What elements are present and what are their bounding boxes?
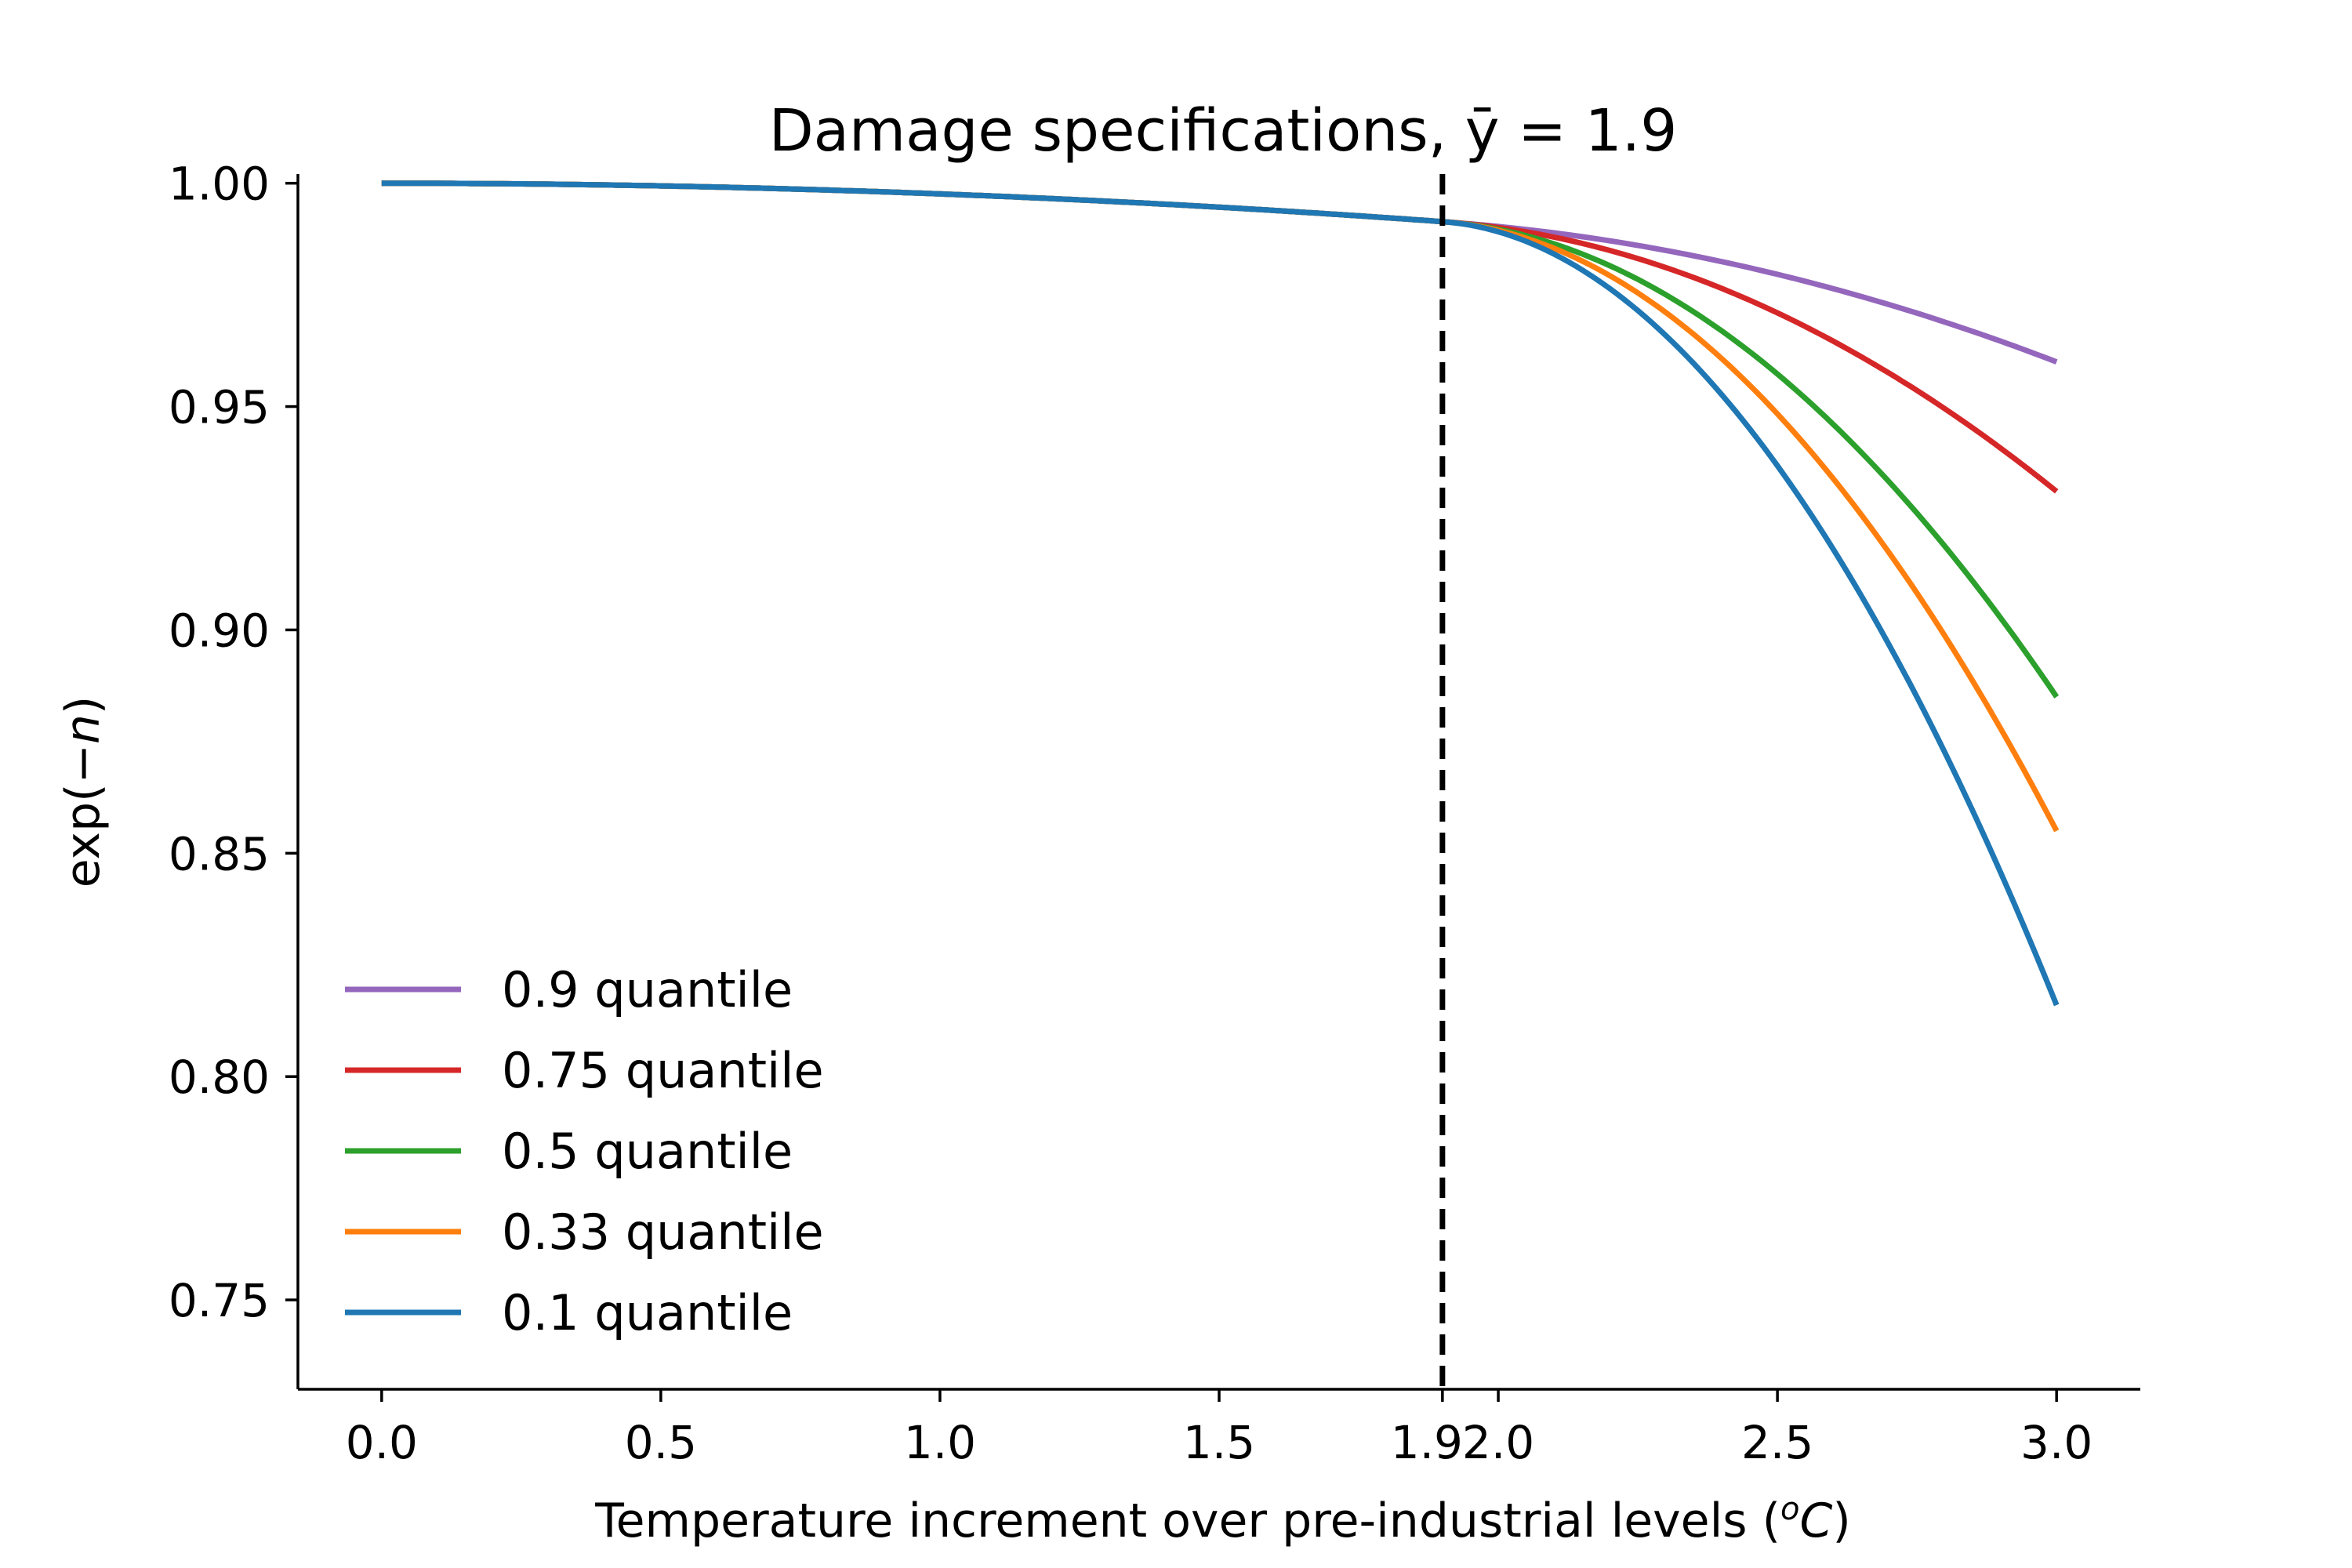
x-tick-label: 1.9 bbox=[1391, 1416, 1463, 1469]
x-tick-label: 3.0 bbox=[2020, 1416, 2092, 1469]
y-axis-ticks: 0.75 0.80 0.85 0.90 0.95 1.00 bbox=[169, 158, 298, 1327]
chart-title: Damage specifications, ȳ = 1.9 bbox=[769, 97, 1678, 165]
y-axis-label: exp(−n) bbox=[56, 696, 111, 888]
x-axis-ticks: 0.0 0.5 1.0 1.5 1.92.0 2.5 3.0 bbox=[346, 1389, 2092, 1469]
legend-label: 0.9 quantile bbox=[502, 961, 793, 1018]
y-tick-label: 0.80 bbox=[169, 1051, 270, 1104]
y-tick-label: 0.95 bbox=[169, 381, 270, 434]
x-tick-label: 1.0 bbox=[904, 1416, 976, 1469]
y-tick-label: 0.90 bbox=[169, 604, 270, 657]
x-tick-label: 2.5 bbox=[1741, 1416, 1813, 1469]
x-tick-label: 2.0 bbox=[1462, 1416, 1534, 1469]
plot-area bbox=[381, 180, 2060, 1007]
x-tick-label: 0.0 bbox=[346, 1416, 418, 1469]
legend-label: 0.33 quantile bbox=[502, 1203, 824, 1261]
y-tick-label: 1.00 bbox=[169, 158, 270, 211]
x-tick-label: 0.5 bbox=[625, 1416, 697, 1469]
series-line-0 bbox=[381, 180, 2058, 365]
series-line-4 bbox=[381, 180, 2060, 1007]
x-axis-label: Temperature increment over pre-industria… bbox=[594, 1491, 1851, 1548]
y-tick-label: 0.85 bbox=[169, 827, 270, 880]
x-tick-label: 1.5 bbox=[1183, 1416, 1255, 1469]
legend: 0.9 quantile 0.75 quantile 0.5 quantile 0.3… bbox=[345, 961, 824, 1341]
legend-label: 0.5 quantile bbox=[502, 1123, 793, 1180]
series-line-2 bbox=[381, 180, 2060, 699]
legend-label: 0.75 quantile bbox=[502, 1042, 824, 1099]
y-tick-label: 0.75 bbox=[169, 1274, 270, 1327]
legend-label: 0.1 quantile bbox=[502, 1284, 793, 1341]
